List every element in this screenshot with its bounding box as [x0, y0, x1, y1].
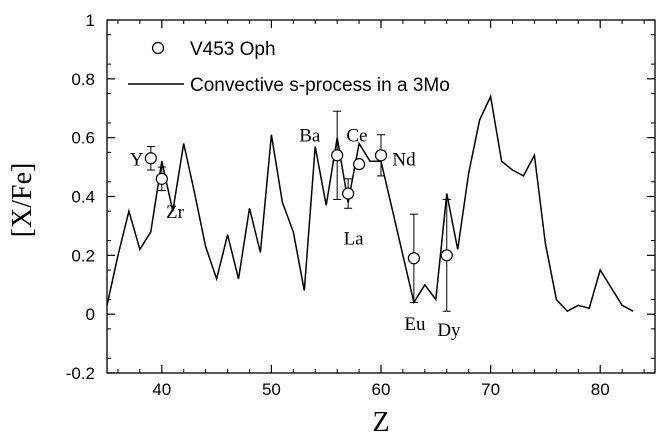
legend-label-observed: V453 Oph	[190, 39, 276, 60]
point-eu	[407, 252, 420, 265]
label-nd: Nd	[392, 149, 416, 170]
tick-labels: 40 50 60 70 80 -0.2 0 0.2 0.4 0.6 0.8 1	[66, 11, 610, 399]
label-ba: Ba	[299, 126, 321, 147]
label-y: Y	[130, 149, 144, 170]
y-tick-label: 0.8	[71, 70, 95, 89]
point-nd	[374, 149, 388, 162]
x-tick-label: 50	[262, 380, 281, 399]
element-labels: Y Zr Ba Ce La Nd Eu Dy	[130, 126, 461, 341]
y-tick-label: 0	[86, 305, 95, 324]
y-tick-label: 0.2	[71, 246, 95, 265]
label-zr: Zr	[166, 202, 185, 223]
point-ce	[352, 158, 366, 171]
point-zr	[155, 172, 168, 185]
label-eu: Eu	[404, 314, 426, 335]
label-la: La	[344, 229, 365, 250]
x-tick-label: 70	[481, 380, 500, 399]
point-dy	[440, 249, 453, 262]
label-dy: Dy	[437, 320, 461, 341]
y-tick-label: 0.6	[71, 129, 95, 148]
legend: V453 Oph Convective s-process in a 3Mo	[128, 39, 450, 96]
label-ce: Ce	[346, 126, 367, 147]
y-tick-label: 1	[86, 11, 95, 30]
observed-points	[144, 149, 453, 265]
plot-frame	[106, 19, 656, 374]
axis-ticks	[107, 19, 655, 374]
point-ba	[331, 149, 344, 162]
point-y	[144, 152, 157, 165]
x-tick-label: 60	[372, 380, 391, 399]
x-axis-title: Z	[372, 407, 389, 435]
x-tick-label: 40	[152, 380, 171, 399]
x-tick-label: 80	[591, 380, 610, 399]
point-la	[342, 187, 355, 200]
legend-circle-marker	[151, 41, 165, 55]
y-tick-label: -0.2	[66, 364, 95, 383]
y-axis-title: [X/Fe]	[7, 163, 38, 238]
legend-label-model: Convective s-process in a 3Mo	[190, 75, 450, 96]
y-tick-label: 0.4	[71, 188, 95, 207]
model-line	[106, 94, 634, 313]
